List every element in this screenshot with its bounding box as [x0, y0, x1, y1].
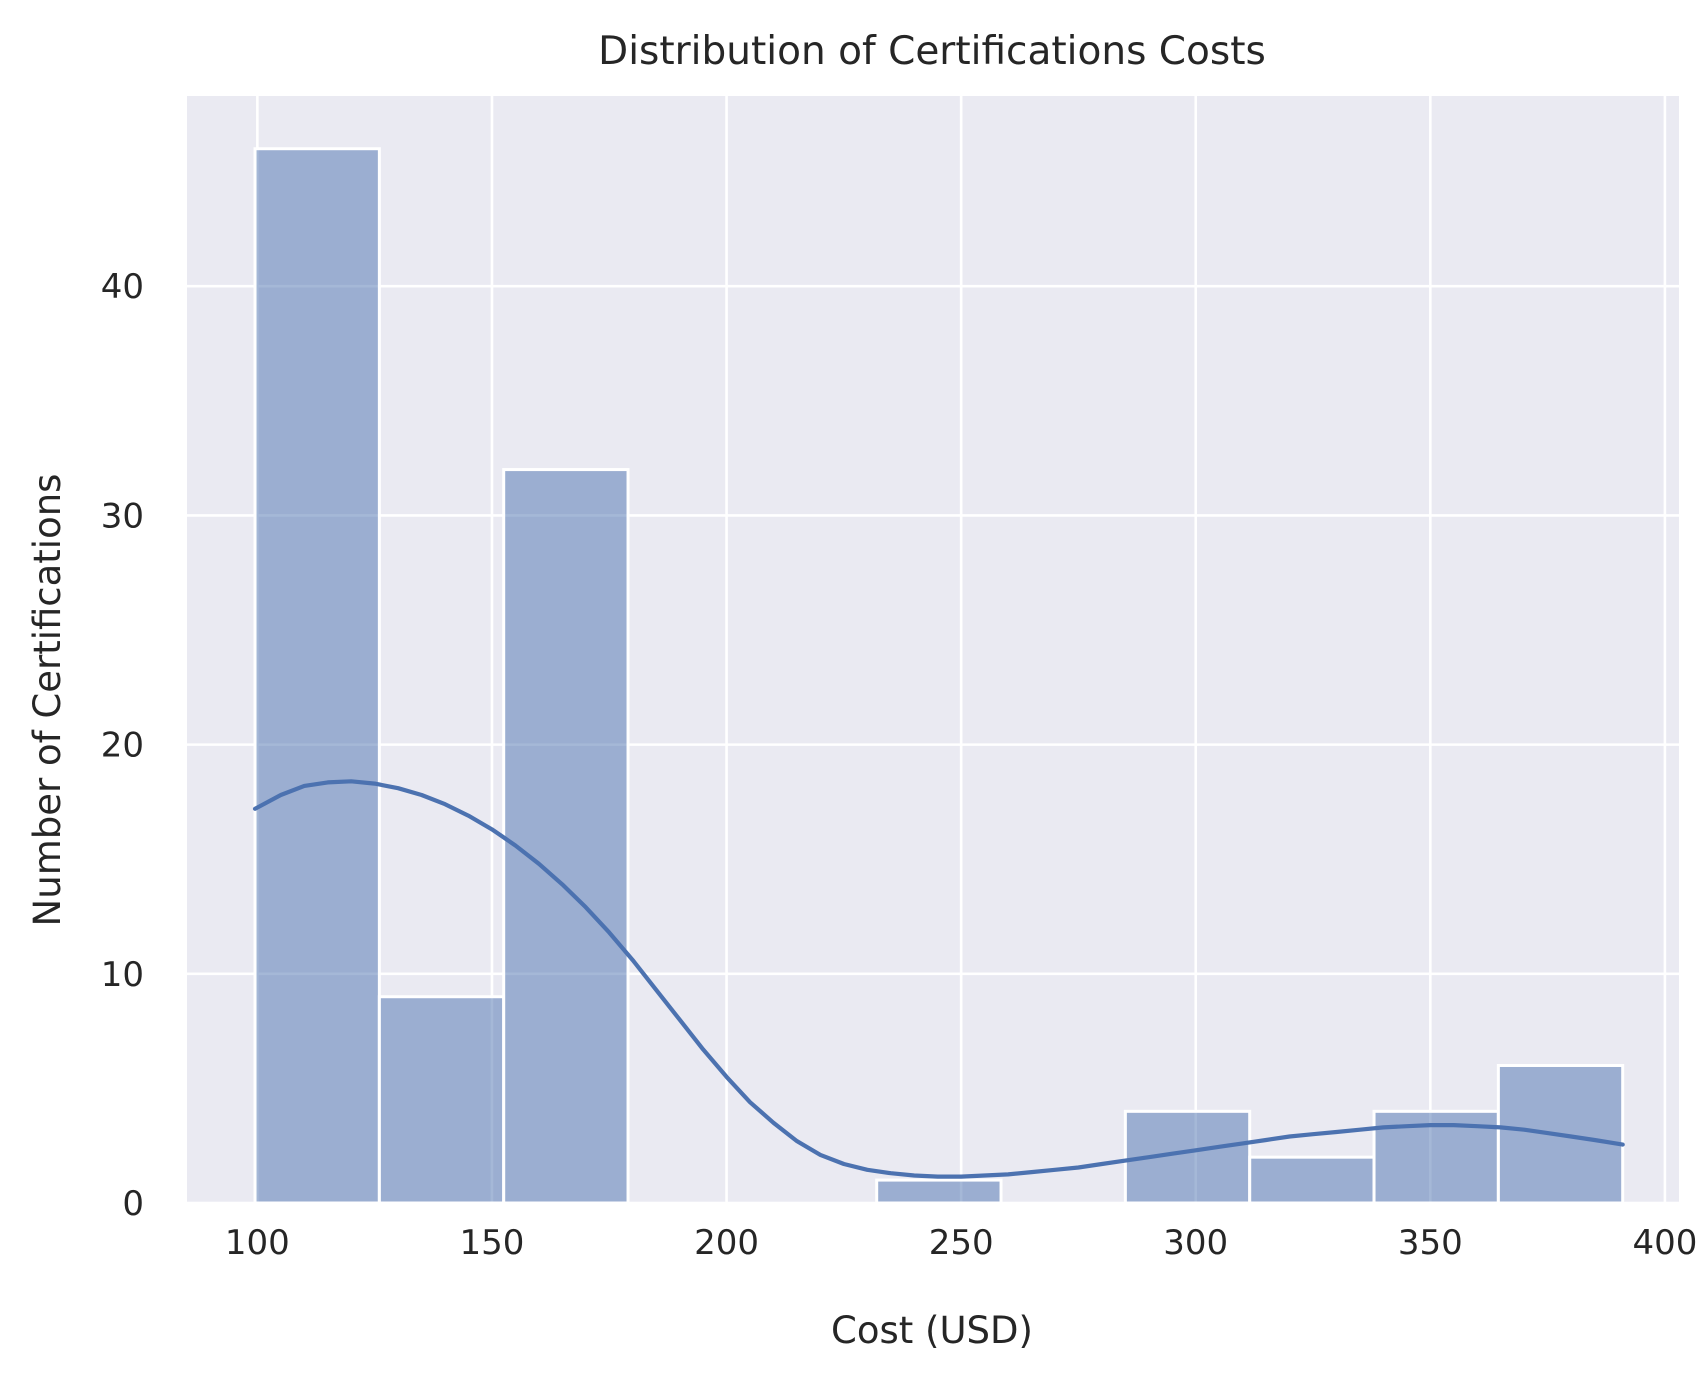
x-tick-label-300: 300 [1163, 1223, 1228, 1263]
histogram-bar-6 [875, 1178, 1003, 1205]
x-tick-label-200: 200 [694, 1223, 759, 1263]
x-tick-label-350: 350 [1398, 1223, 1463, 1263]
y-tick-label-20: 20 [101, 726, 144, 766]
y-tick-label-40: 40 [101, 267, 144, 307]
y-tick-label-0: 0 [122, 1184, 144, 1224]
histogram-bar-2 [377, 995, 506, 1205]
histogram-bar-1 [253, 147, 381, 1205]
y-axis-label: Number of Certifications [26, 474, 69, 927]
x-tick-label-100: 100 [225, 1223, 290, 1263]
y-tick-label-30: 30 [101, 496, 144, 536]
y-tick-labels: 0 10 20 30 40 [101, 267, 144, 1224]
histogram-bar-9 [1248, 1155, 1376, 1205]
x-axis-label: Cost (USD) [831, 1309, 1033, 1352]
x-tick-labels: 100 150 200 250 300 350 400 [225, 1223, 1697, 1263]
kde-curve [252, 779, 1625, 1179]
histogram-bar-3 [502, 468, 630, 1205]
y-tick-label-10: 10 [101, 955, 144, 995]
chart-title: Distribution of Certifications Costs [598, 29, 1266, 74]
x-tick-label-150: 150 [460, 1223, 525, 1263]
x-tick-label-250: 250 [929, 1223, 994, 1263]
x-tick-label-400: 400 [1632, 1223, 1697, 1263]
